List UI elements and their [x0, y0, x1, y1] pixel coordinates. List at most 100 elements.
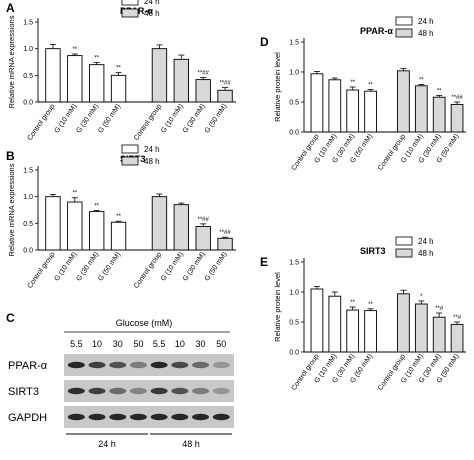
significance-label: **## [219, 81, 231, 87]
bar [173, 204, 189, 251]
significance-label: ** [116, 66, 121, 72]
blot-strip [64, 354, 234, 376]
significance-label: **# [453, 315, 462, 321]
blot-row-label: GAPDH [8, 412, 47, 424]
bar [67, 201, 83, 251]
y-tick-label: 0.5 [289, 320, 299, 327]
bar [310, 288, 324, 353]
significance-label: * [420, 294, 423, 300]
legend-label: 48 h [418, 29, 434, 38]
panel-letter: B [6, 149, 15, 163]
x-tick-label: Control group [291, 133, 321, 172]
bar [217, 89, 233, 103]
significance-label: **## [451, 95, 463, 101]
blot-band [67, 413, 85, 421]
blot-band [129, 361, 147, 369]
bar [432, 316, 446, 353]
time-label: 48 h [182, 439, 200, 449]
bar [89, 64, 105, 103]
bar [310, 73, 324, 133]
y-tick-label: 0.0 [23, 248, 33, 255]
panel-letter: A [6, 1, 15, 15]
blot-band [109, 361, 127, 369]
time-label: 24 h [98, 439, 116, 449]
bar [173, 58, 189, 103]
legend-label: 48 h [144, 157, 160, 166]
x-tick-label: G (50 mM) [204, 103, 229, 134]
significance-label: ** [350, 80, 355, 86]
significance-label: ** [437, 88, 442, 94]
lane-label: 10 [92, 339, 102, 349]
lane-label: 5.5 [70, 339, 83, 349]
significance-label: **# [435, 306, 444, 312]
blot-strip [64, 380, 234, 402]
legend-label: 24 h [144, 145, 160, 154]
blot-band [129, 413, 147, 421]
blot-band [109, 387, 127, 395]
bar [346, 89, 360, 133]
panel-letter: E [260, 255, 268, 269]
bar [397, 70, 410, 133]
lane-label: 50 [133, 339, 143, 349]
y-tick-label: 1.5 [23, 168, 33, 175]
blot-band [212, 387, 230, 395]
blot-row-label: PPAR-α [8, 360, 48, 372]
chart-panel-E: E SIRT3 24 h 48 h 0.0 0.5 1.0 1.5 Relative prote… [260, 236, 466, 392]
blot-panel: C Glucose (mM) 5.5 10 30 50 5.5 10 30 50 PPAR-α SIR… [6, 311, 234, 449]
blot-band [150, 361, 168, 369]
blot-band [212, 413, 230, 421]
legend-label: 48 h [144, 9, 160, 18]
significance-label: ** [116, 214, 121, 220]
y-axis-label: Relative protein level [273, 52, 282, 122]
blot-strip [64, 406, 234, 428]
y-tick-label: 0.0 [23, 100, 33, 107]
chart-title: SIRT3 [360, 246, 386, 256]
blot-band [109, 413, 127, 421]
bar [414, 303, 428, 353]
blot-band [67, 361, 85, 369]
panel-letter: D [260, 35, 269, 49]
significance-label: ** [94, 204, 99, 210]
significance-label: ** [419, 78, 424, 84]
bar [414, 85, 428, 133]
blot-band [150, 413, 168, 421]
lane-label: 30 [113, 339, 123, 349]
significance-label: **## [198, 217, 210, 223]
blot-row-label: SIRT3 [8, 386, 39, 398]
legend-label: 24 h [418, 17, 434, 26]
bar [432, 96, 446, 133]
lane-label: 10 [175, 339, 185, 349]
x-tick-label: Control group [377, 353, 407, 392]
blot-band [129, 387, 147, 395]
x-tick-label: Control group [27, 251, 57, 290]
blot-band [192, 413, 210, 421]
bar [450, 323, 464, 353]
x-tick-label: Control group [27, 103, 57, 142]
y-tick-label: 1.5 [289, 40, 299, 47]
legend-label: 48 h [418, 249, 434, 258]
blot-band [192, 387, 210, 395]
x-tick-label: Control group [133, 251, 163, 290]
bar [110, 74, 127, 103]
bar [195, 79, 211, 103]
bar [217, 237, 233, 251]
significance-label: **## [198, 70, 210, 76]
legend-swatch [121, 0, 139, 6]
bar [195, 226, 211, 251]
bar [45, 48, 61, 103]
lane-label: 5.5 [153, 339, 166, 349]
significance-label: **## [219, 230, 231, 236]
x-tick-label: G (50 mM) [97, 251, 122, 282]
blot-band [88, 361, 106, 369]
x-tick-label: Control group [377, 133, 407, 172]
chart-panel-D: D PPAR-α 24 h 48 h 0.0 0.5 1.0 1.5 Relative prot… [260, 16, 466, 172]
significance-label: ** [368, 302, 373, 308]
significance-label: ** [94, 56, 99, 62]
y-tick-label: 1.0 [23, 194, 33, 201]
y-tick-label: 1.5 [289, 260, 299, 267]
x-tick-label: Control group [133, 103, 163, 142]
blot-band [192, 361, 210, 369]
blot-band [171, 413, 189, 421]
lane-label: 30 [196, 339, 206, 349]
